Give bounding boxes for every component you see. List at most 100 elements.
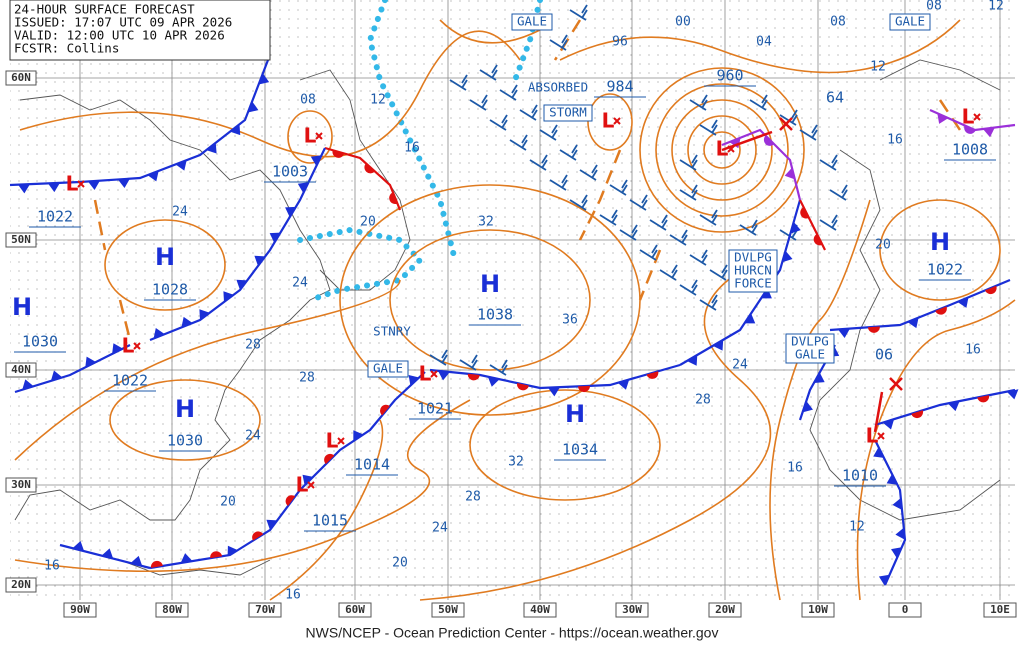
front-semicircle — [867, 326, 880, 333]
pressure-label: 1022 — [37, 208, 73, 226]
barb — [799, 124, 818, 141]
annotation: DVLPG — [791, 334, 829, 349]
lon-label: 90W — [70, 603, 90, 616]
low-x — [77, 180, 85, 188]
isobar-label: 00 — [675, 15, 691, 30]
front-triangle — [982, 127, 995, 138]
front-triangle — [310, 155, 322, 167]
low-symbol: L — [716, 137, 729, 161]
front-semicircle — [210, 551, 223, 559]
isobar-label: 28 — [695, 393, 711, 408]
front-triangle — [353, 430, 364, 442]
isobar-label: 28 — [245, 338, 261, 353]
isobar-label: 12 — [988, 0, 1004, 14]
isobar-label: 16 — [887, 133, 903, 148]
lon-label-box — [63, 602, 97, 618]
front-triangle — [229, 124, 241, 136]
barb — [519, 104, 538, 121]
isobar-label: 24 — [732, 358, 748, 373]
front-triangle — [873, 447, 884, 458]
front-triangle — [790, 221, 801, 234]
front-triangle — [487, 376, 500, 387]
front-triangle — [784, 167, 795, 180]
high-symbol: H — [155, 243, 175, 271]
annotation: GALE — [517, 14, 547, 29]
lon-label: 0 — [902, 603, 909, 616]
front-triangle — [101, 548, 114, 559]
front-triangle — [153, 327, 165, 339]
barb — [569, 4, 588, 21]
header-box — [9, 0, 271, 61]
isobar-label: 28 — [465, 490, 481, 505]
isobar-label: 24 — [245, 429, 261, 444]
lon-label-box — [523, 602, 557, 618]
lat-label: 40N — [11, 363, 31, 376]
lon-label-box — [431, 602, 465, 618]
front-semicircle — [517, 383, 529, 391]
lon-label-box — [708, 602, 742, 618]
front-semicircle — [800, 207, 809, 219]
front-semicircle — [332, 150, 345, 158]
low-symbol: L — [602, 109, 615, 133]
lon-label: 50W — [438, 603, 458, 616]
lat-lon-grid — [10, 0, 1015, 600]
barb — [529, 154, 548, 171]
front-triangle — [117, 178, 130, 189]
barb — [619, 224, 638, 241]
front-line — [829, 278, 1011, 332]
barb — [609, 179, 628, 196]
fronts — [9, 59, 1019, 586]
barb — [699, 119, 718, 136]
front-semicircle — [285, 495, 296, 507]
lat-label: 20N — [11, 578, 31, 591]
annotation-box — [511, 13, 553, 31]
isobar-label: 28 — [299, 371, 315, 386]
front-triangle — [617, 379, 630, 390]
front-triangle — [802, 401, 813, 413]
front-semicircle — [577, 385, 590, 393]
lat-label-box — [5, 577, 37, 593]
track-arrow — [873, 391, 884, 433]
low-x — [613, 117, 621, 125]
isobar-label: 20 — [392, 556, 408, 571]
front-triangle — [895, 527, 905, 540]
front-line — [874, 439, 907, 586]
isobar-label: 64 — [826, 89, 844, 107]
front-triangle — [181, 316, 193, 328]
barb — [579, 164, 598, 181]
annotation: GALE — [795, 347, 825, 362]
header-line: FCSTR: Collins — [14, 41, 119, 56]
lon-label: 40W — [530, 603, 550, 616]
lon-label: 70W — [255, 603, 275, 616]
barb — [539, 124, 558, 141]
annotation: GALE — [373, 361, 403, 376]
isobar-label: 12 — [370, 93, 386, 108]
front-line — [799, 199, 826, 251]
low-symbol: L — [66, 172, 79, 196]
barb — [699, 209, 718, 226]
track-x — [889, 377, 903, 391]
pressure-centers: H 1028 H 1030 L 1022 L 1003 L 1022 H 1030 H 1038 L 1021… — [12, 67, 996, 532]
front-semicircle — [380, 404, 390, 416]
front-triangle — [147, 170, 159, 182]
low-x — [727, 145, 735, 153]
lon-label-box — [888, 602, 922, 618]
isobar-label: 16 — [44, 559, 60, 574]
high-symbol: H — [12, 293, 32, 321]
labels: 60N 50N 40N 30N 20N 90W 80W 70W 60W 50W 40W 30W 20W 1… — [5, 0, 1017, 618]
front-triangle — [907, 317, 919, 329]
low-x — [337, 437, 345, 445]
annotation-box — [889, 13, 931, 31]
front-triangle — [712, 339, 724, 351]
barb — [429, 349, 448, 366]
front-triangle — [199, 309, 210, 320]
barb — [649, 214, 668, 231]
troughs — [93, 19, 962, 341]
high-symbol: H — [175, 395, 195, 423]
front-semicircle — [985, 285, 997, 295]
front-semicircle — [911, 410, 924, 419]
front-triangle — [686, 354, 698, 366]
barb — [709, 264, 728, 281]
front-line — [9, 59, 270, 187]
lon-label: 30W — [622, 603, 642, 616]
